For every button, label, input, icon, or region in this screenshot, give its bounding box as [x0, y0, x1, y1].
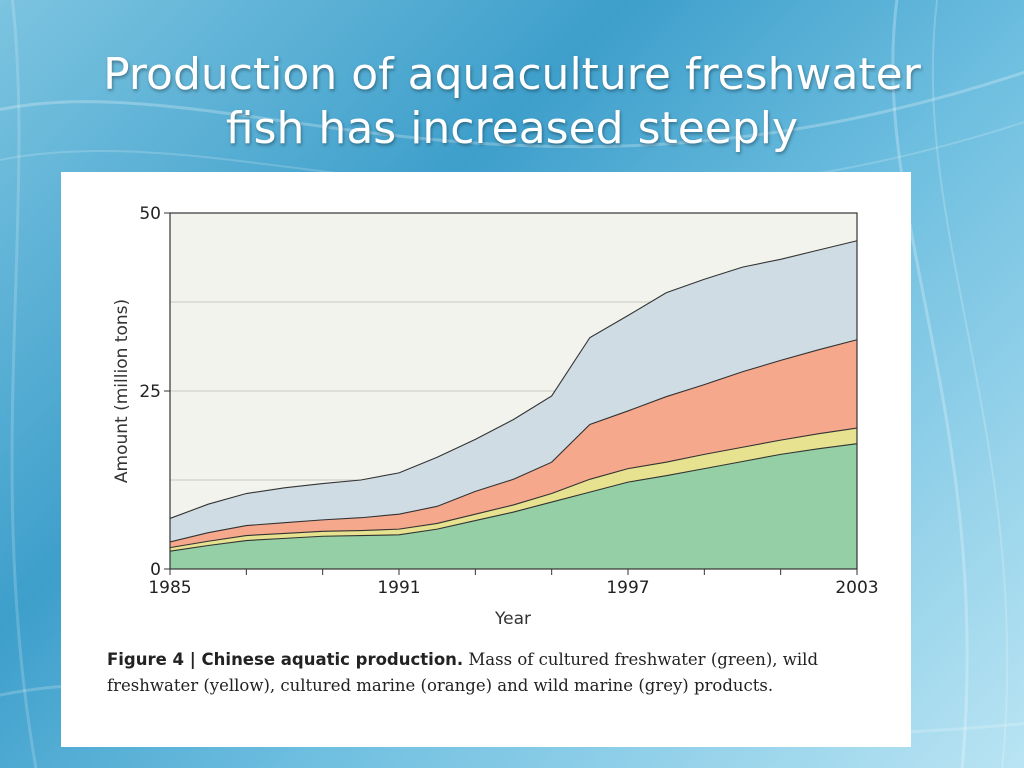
x-tick-label-2003: 2003 — [835, 578, 878, 598]
x-axis-label: Year — [494, 609, 531, 629]
area-series-0 — [170, 443, 857, 569]
stacked-area-chart: 1985 1991 1997 2003 0 25 50 Amount (million to… — [112, 204, 879, 629]
area-edge-3 — [169, 240, 858, 519]
area-edge-0 — [169, 443, 858, 552]
area-edge-1 — [169, 427, 858, 549]
y-tick-label-50: 50 — [139, 204, 161, 224]
x-tick-label-1985: 1985 — [148, 578, 191, 598]
y-tick-label-25: 25 — [139, 382, 161, 402]
area-series-2 — [170, 339, 857, 548]
caption-text: Mass of cultured freshwater (green), wil… — [107, 650, 819, 695]
slide-title: Production of aquaculture freshwater fis… — [0, 48, 1024, 156]
x-tick-label-1997: 1997 — [606, 578, 649, 598]
figure-caption: Figure 4 | Chinese aquatic production. M… — [107, 647, 897, 699]
figure-panel: 1985 1991 1997 2003 0 25 50 Amount (million to… — [61, 172, 911, 747]
y-axis-label: Amount (million tons) — [112, 299, 132, 483]
title-line-2: fish has increased steeply — [225, 103, 799, 154]
area-series-3 — [170, 240, 857, 542]
caption-label: Figure 4 | Chinese aquatic production. — [107, 650, 464, 669]
x-tick-label-1991: 1991 — [377, 578, 420, 598]
area-edge-2 — [169, 339, 858, 543]
title-line-1: Production of aquaculture freshwater — [103, 49, 921, 100]
y-tick-label-0: 0 — [150, 560, 161, 580]
